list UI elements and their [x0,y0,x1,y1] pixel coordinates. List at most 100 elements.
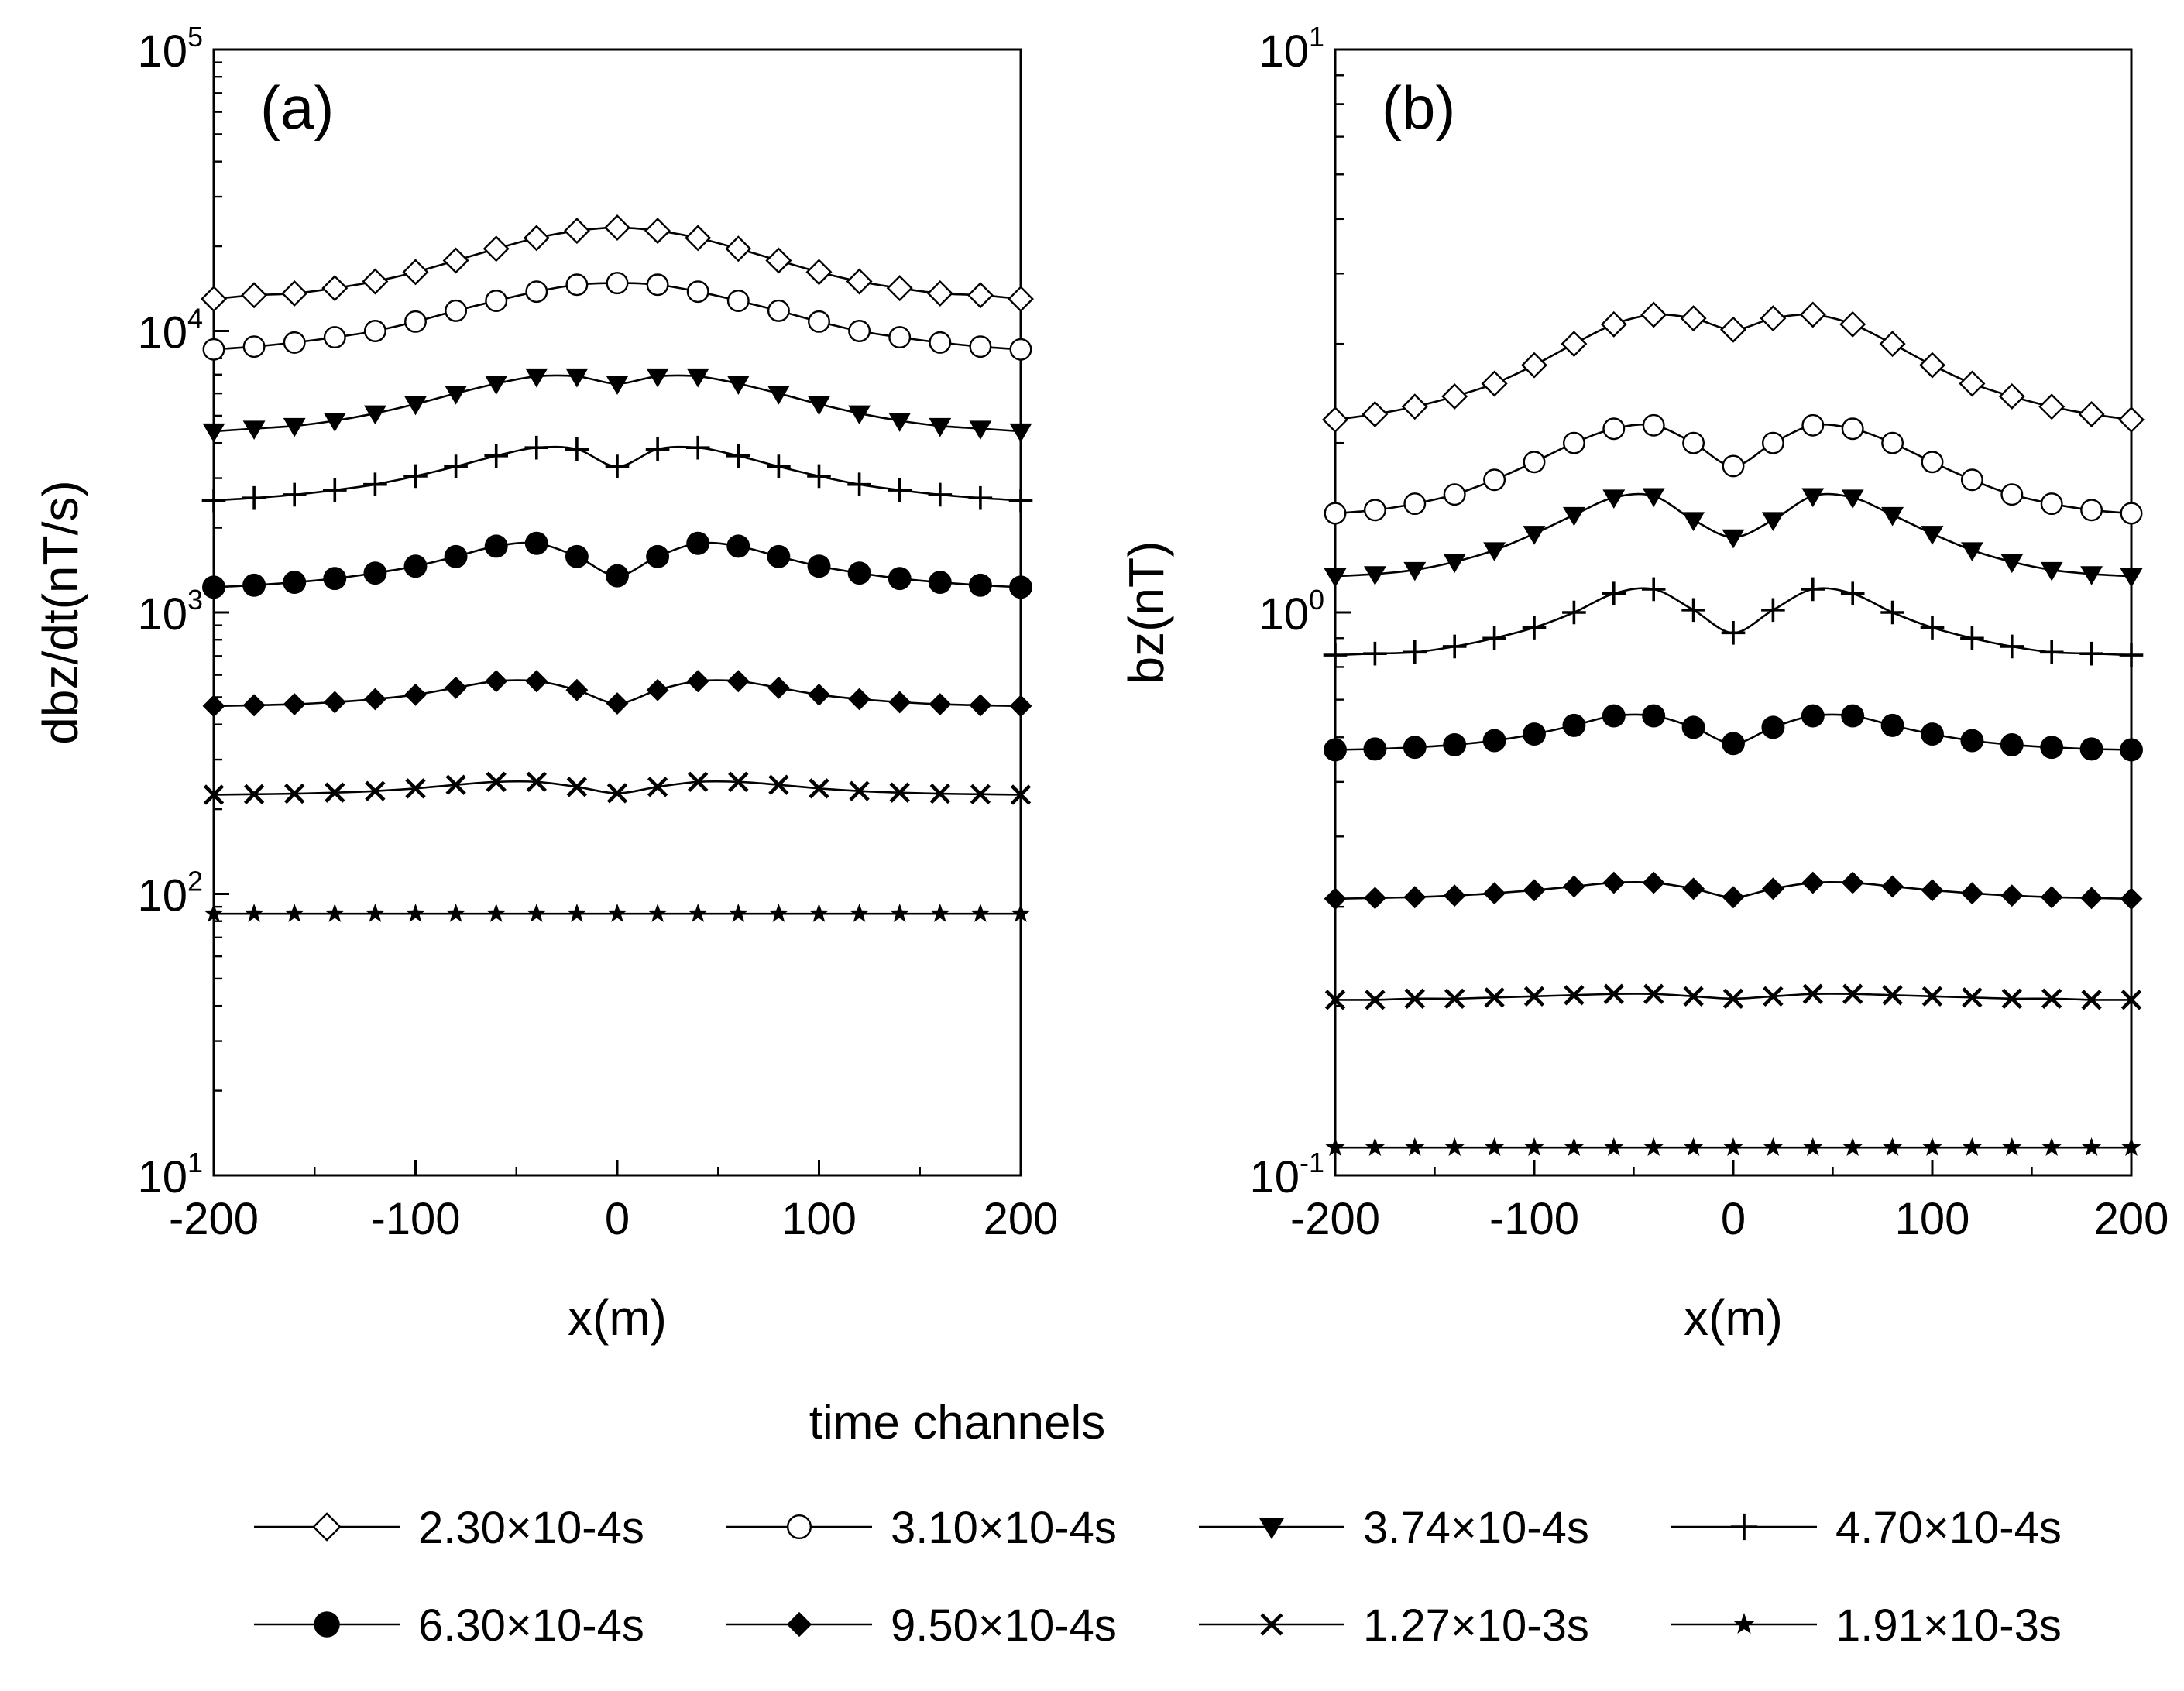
data-point [726,444,750,468]
data-point [726,534,750,558]
data-point [242,420,266,441]
series-2 [1324,413,2143,525]
data-point [888,478,912,502]
data-point [1921,526,1944,545]
data-point [686,368,709,388]
data-point [404,310,427,333]
data-point [1562,506,1585,527]
data-point [808,310,830,333]
data-point [1803,1137,1823,1156]
x-axis-title: x(m) [568,1290,667,1346]
data-point [1523,986,1545,1007]
data-point [1723,1137,1743,1156]
data-point [1842,1137,1863,1156]
data-point [567,903,587,922]
data-point [646,273,669,297]
data-point [807,464,831,489]
data-point [1761,431,1784,454]
data-point [203,784,225,805]
legend-marker [786,1514,812,1540]
panel-letter: (b) [1382,74,1455,142]
data-point [445,385,468,405]
y-tick-label: 101 [1259,21,1324,77]
data-point [969,694,992,717]
data-point [1403,492,1427,516]
data-point [2000,732,2024,756]
data-point [1010,784,1032,805]
data-point [1722,454,1745,478]
legend-entry: 1.91×10-3s [1671,1600,2062,1651]
data-point [1523,451,1546,474]
data-point [525,280,548,304]
data-point [807,554,831,578]
data-point [404,683,427,706]
data-point [767,454,791,478]
series-7 [1324,983,2142,1010]
data-point [2001,988,2022,1010]
data-point [1009,575,1032,599]
data-point [486,771,507,793]
data-point [1604,1137,1624,1156]
y-axis-title: bz(nT) [1118,541,1174,684]
data-point [1959,370,1986,397]
data-point [686,531,710,555]
data-point [888,567,912,591]
data-point [808,396,830,416]
data-point [323,478,347,502]
data-point [1802,983,1823,1004]
data-point [1801,704,1825,728]
data-point [1600,310,1627,338]
data-point [1441,382,1468,410]
data-point [1011,903,1031,922]
series-7 [203,771,1032,805]
data-point [405,903,426,922]
data-point [283,331,306,354]
data-point [686,280,709,304]
series-6 [1324,871,2143,911]
legend-label: 4.70×10-4s [1835,1503,2062,1553]
data-point [2000,884,2024,907]
data-point [1523,722,1546,746]
data-point [1322,406,1348,434]
data-point [283,693,306,715]
data-point [242,335,266,358]
data-point [768,774,789,795]
data-point [1960,542,1983,562]
data-point [445,299,468,322]
data-point [1882,1137,1903,1156]
data-point [524,531,548,555]
data-point [1960,729,1984,753]
data-point [1401,393,1428,420]
data-point [2039,640,2064,664]
data-point [2079,737,2103,761]
data-point [323,567,347,591]
data-point [242,573,266,597]
data-point [1562,431,1585,454]
data-point [442,247,469,274]
legend-label: 2.30×10-4s [418,1503,644,1553]
legend-label: 1.27×10-3s [1363,1600,1589,1651]
data-point [1403,736,1427,760]
data-point [1603,983,1624,1004]
data-point [1363,887,1386,910]
data-point [728,771,749,793]
x-tick-label: 100 [781,1194,857,1244]
data-point [805,259,833,286]
data-point [526,771,547,793]
data-point [204,903,224,922]
data-point [1643,1137,1664,1156]
data-point [525,670,548,693]
data-point [405,778,426,799]
data-point [886,275,913,302]
data-point [482,235,510,262]
legend-label: 1.91×10-3s [1835,1600,2062,1651]
data-point [1363,641,1387,666]
data-point [243,784,265,804]
data-point [2080,566,2103,585]
data-point [363,561,387,585]
series-4 [201,435,1033,513]
data-point [1921,451,1944,474]
data-point [1640,301,1667,328]
data-point [2120,738,2143,762]
